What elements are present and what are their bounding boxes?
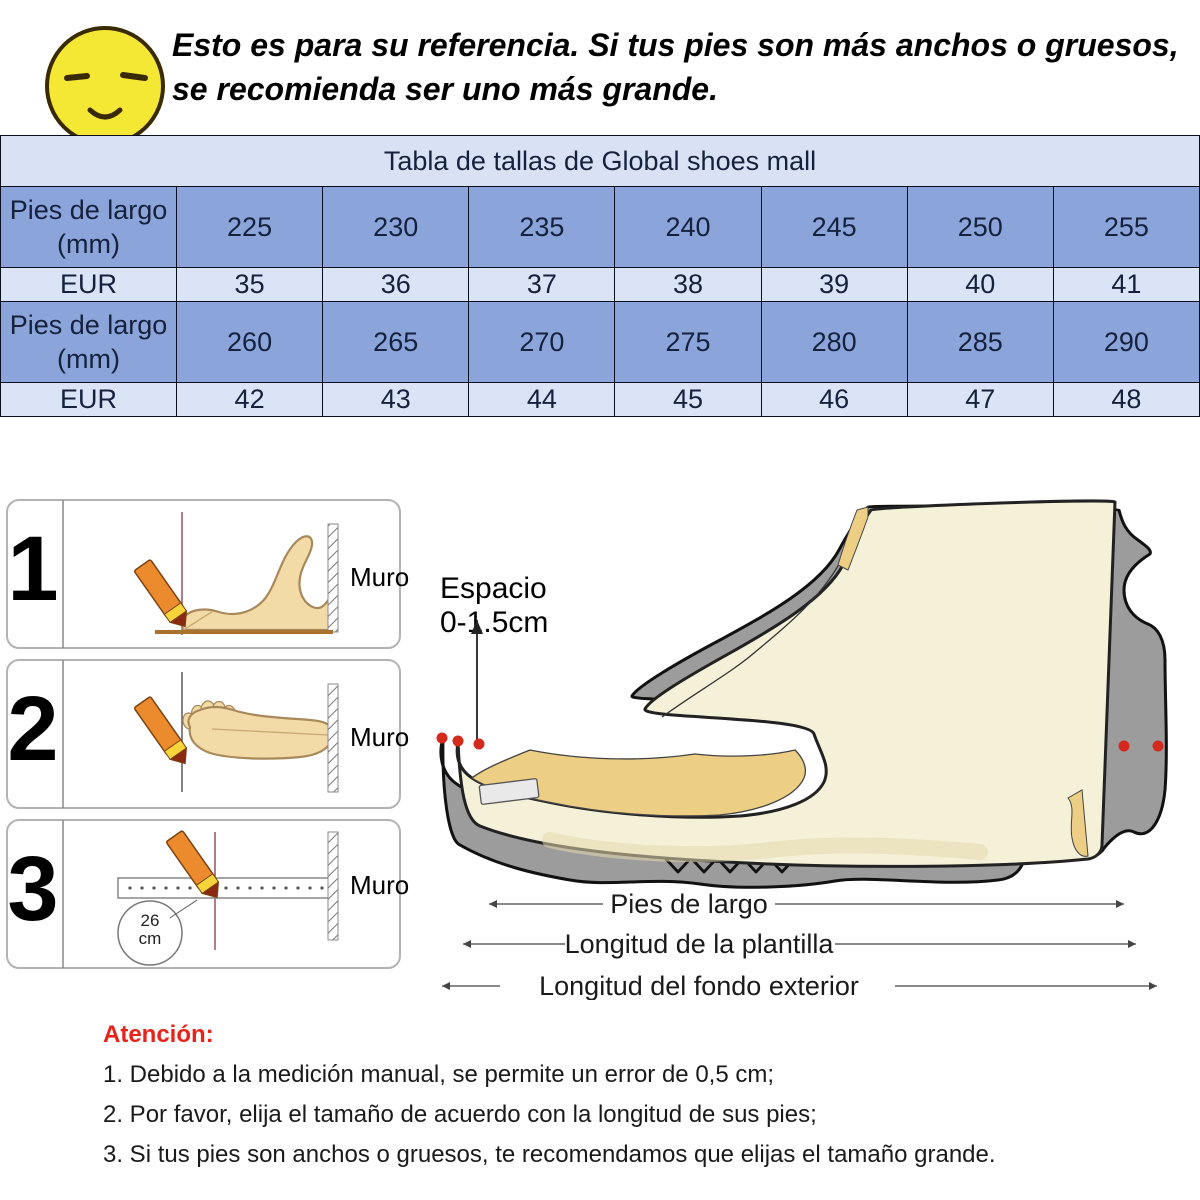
- svg-text:3: 3: [7, 838, 58, 940]
- svg-text:Muro: Muro: [350, 870, 409, 900]
- svg-text:Longitud del fondo exterior: Longitud del fondo exterior: [539, 971, 859, 1000]
- svg-text:26: 26: [141, 911, 160, 930]
- svg-text:Muro: Muro: [350, 722, 409, 752]
- svg-text:Muro: Muro: [350, 562, 409, 592]
- svg-text:Pies de largo: Pies de largo: [610, 889, 768, 919]
- svg-text:Longitud de la plantilla: Longitud de la plantilla: [565, 929, 835, 959]
- svg-text:1: 1: [7, 518, 58, 620]
- svg-text:0-1.5cm: 0-1.5cm: [440, 606, 548, 639]
- svg-text:cm: cm: [139, 929, 162, 948]
- svg-text:2: 2: [7, 678, 58, 780]
- svg-text:Espacio: Espacio: [440, 572, 547, 605]
